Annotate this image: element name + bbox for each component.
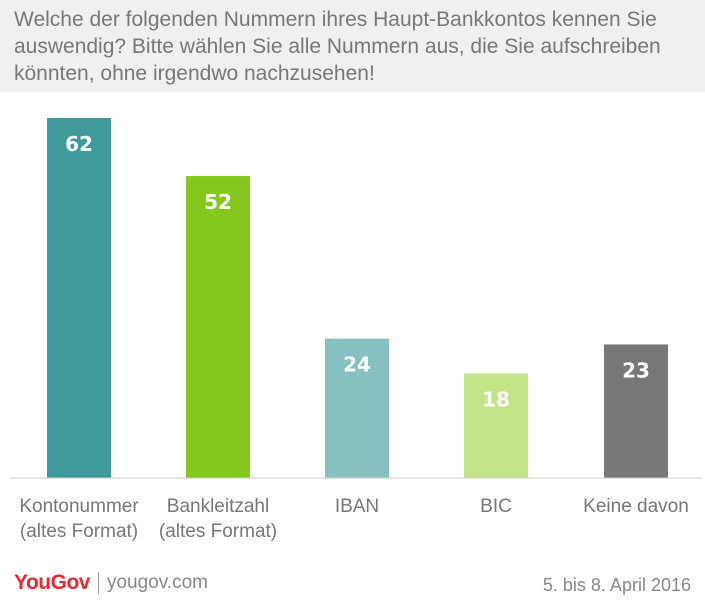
bar-value-label: 23 (622, 358, 650, 382)
logo-divider (97, 572, 99, 594)
bar-4 (464, 373, 528, 478)
category-label: BIC (480, 496, 512, 517)
survey-date: 5. bis 8. April 2016 (542, 575, 691, 595)
category-label: Keine davon (583, 496, 689, 517)
chart-title: Welche der folgenden Nummern ihres Haupt… (14, 8, 661, 85)
bar-5 (604, 344, 668, 478)
bar-value-label: 52 (204, 190, 232, 214)
bar-1 (47, 118, 111, 478)
bar-value-label: 18 (482, 387, 510, 411)
yougov-url: yougov.com (106, 572, 208, 593)
category-label: Kontonummer (altes Format) (19, 496, 139, 542)
bar-3 (325, 338, 389, 478)
category-label: Bankleitzahl (altes Format) (159, 496, 277, 542)
category-label: IBAN (335, 496, 379, 517)
yougov-logo: YouGov (14, 571, 90, 594)
bar-value-label: 24 (343, 353, 371, 377)
bar-2 (186, 176, 250, 478)
bar-chart: 62 52 24 18 23 Kontonummer (altes Format) Bank… (10, 118, 702, 542)
title-banner: Welche der folgenden Nummern ihres Haupt… (0, 0, 705, 92)
bar-value-label: 62 (65, 132, 93, 156)
footer-branding: YouGov yougov.com (14, 570, 208, 596)
